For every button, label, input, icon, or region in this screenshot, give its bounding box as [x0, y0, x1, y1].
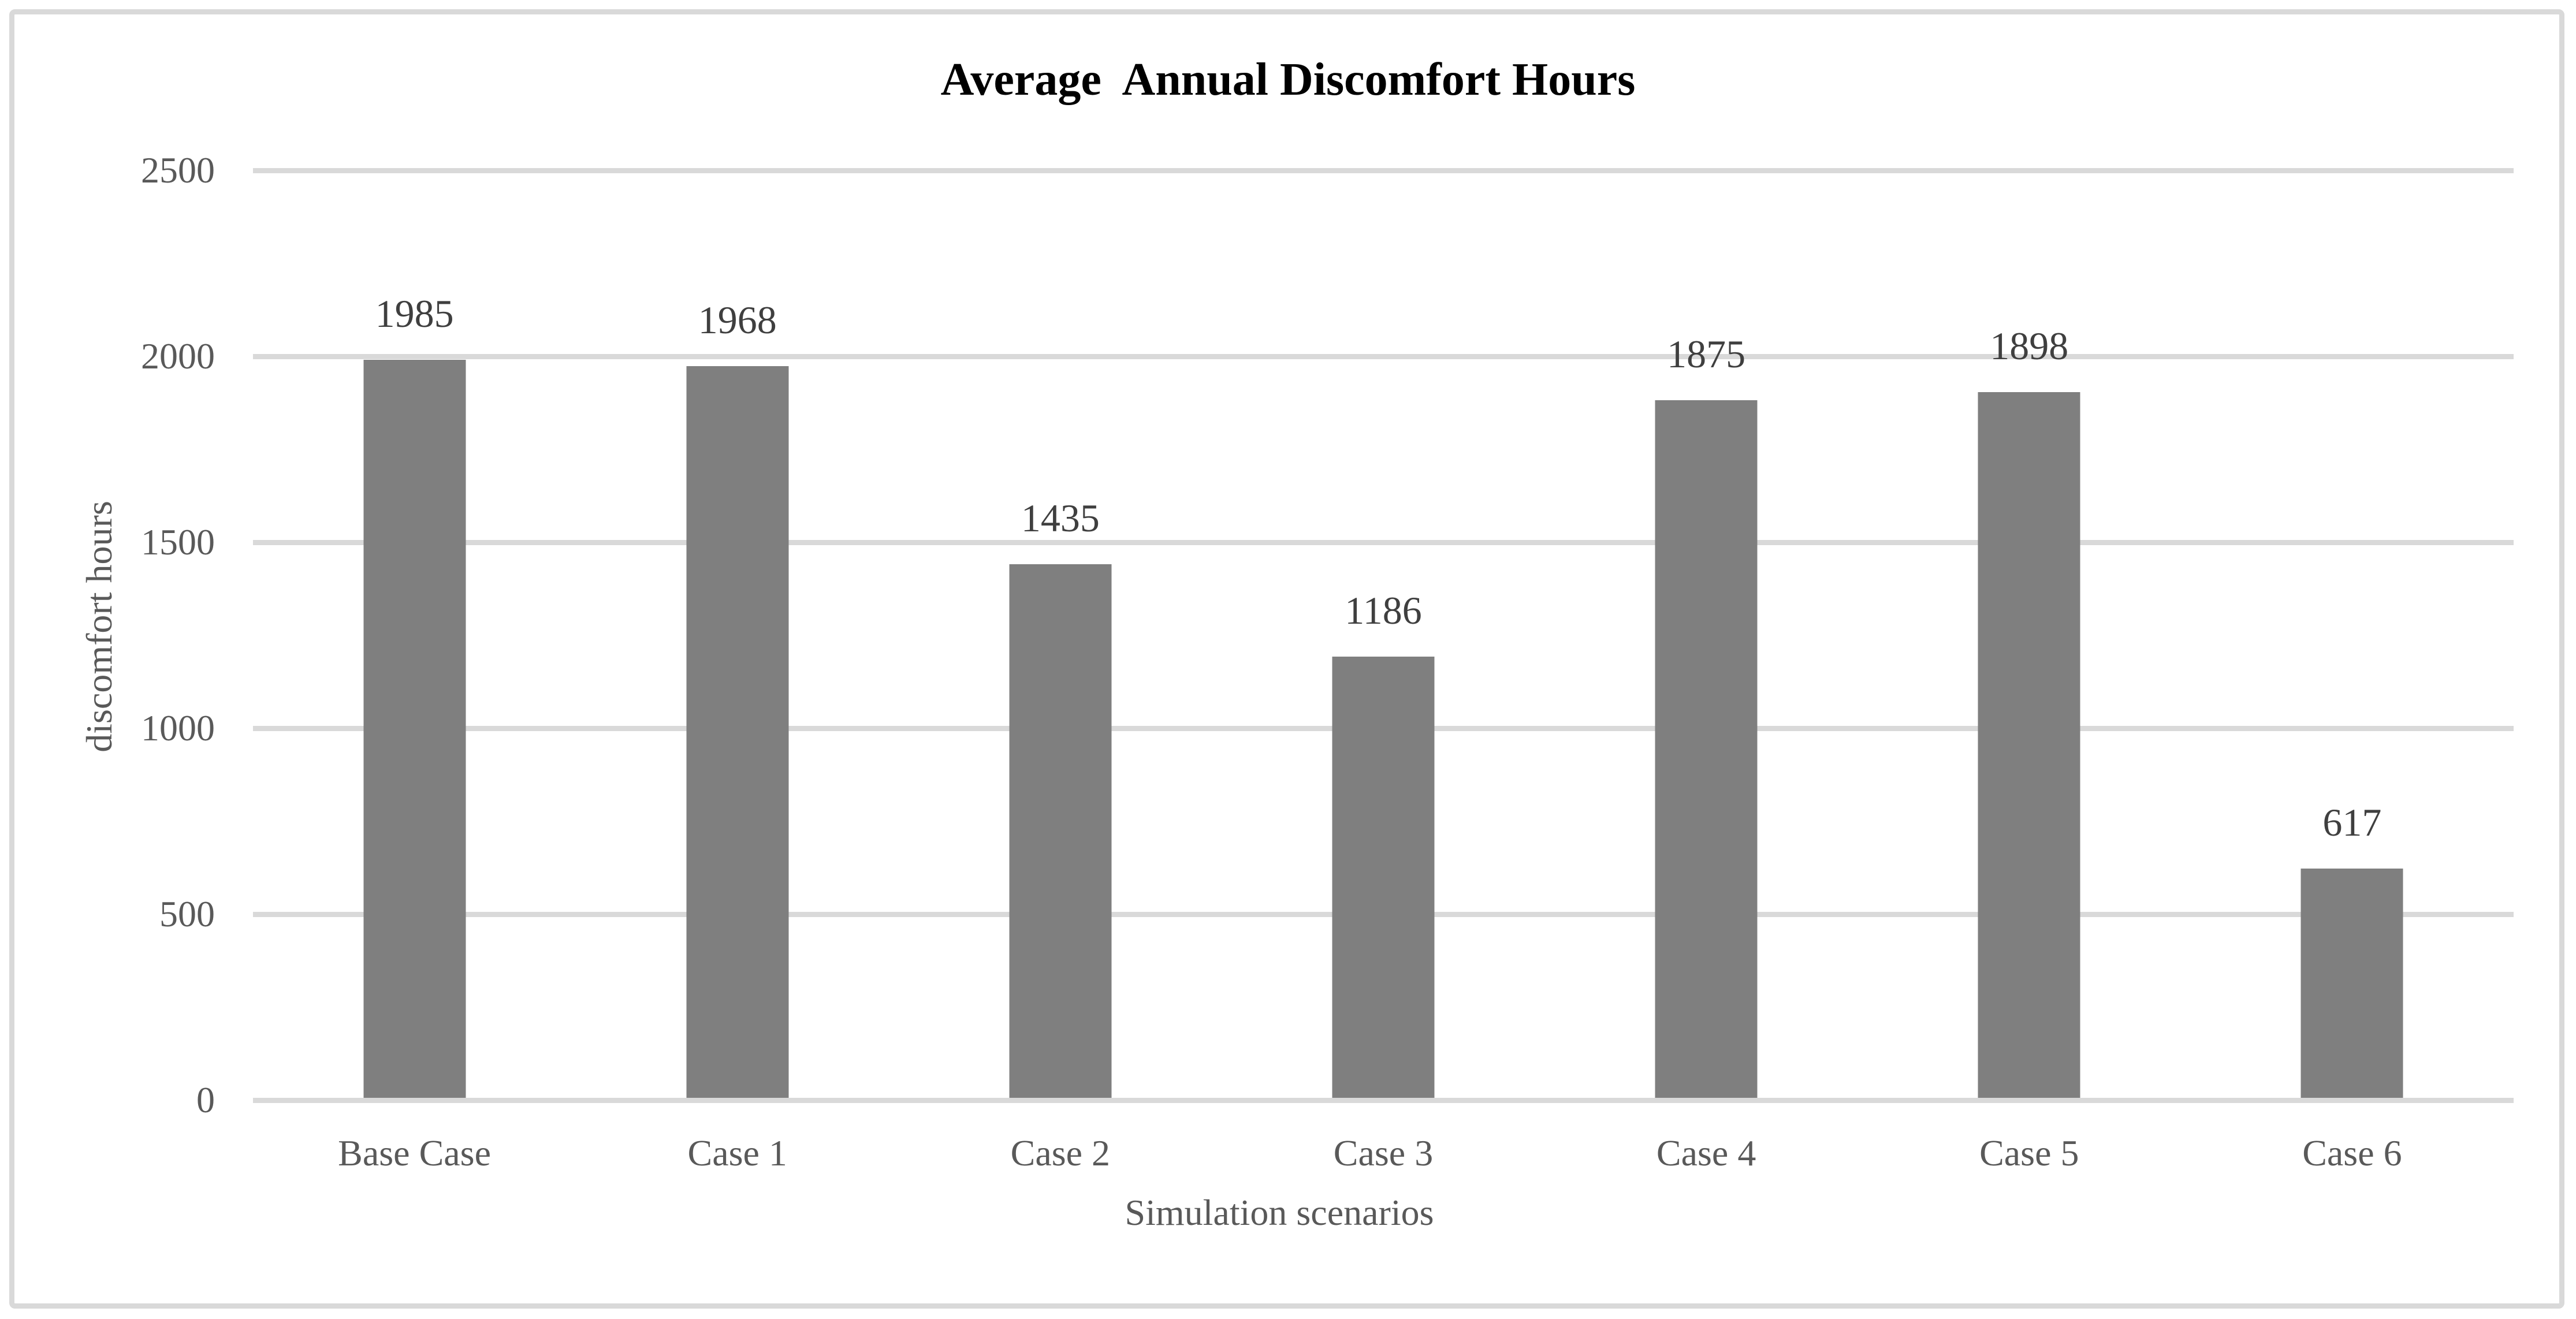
- gridline-2500: [253, 168, 2514, 173]
- x-category-label-case-4: Case 4: [1656, 1132, 1756, 1173]
- x-category-label-base-case: Base Case: [338, 1132, 491, 1173]
- bar-slot-case-1: 1968: [576, 170, 899, 1100]
- bar-case-4: [1655, 400, 1758, 1098]
- x-category-label-case-3: Case 3: [1333, 1132, 1434, 1173]
- bar-case-1: [686, 366, 789, 1098]
- y-tick-label-2500: 2500: [141, 150, 215, 191]
- bar-value-label-case-4: 1875: [1667, 332, 1746, 376]
- bar-slot-base-case: 1985: [253, 170, 576, 1100]
- bar-value-label-case-2: 1435: [1021, 496, 1100, 540]
- x-category-label-case-5: Case 5: [1979, 1132, 2079, 1173]
- bar-slot-case-5: 1898: [1868, 170, 2191, 1100]
- y-tick-label-500: 500: [159, 893, 215, 934]
- y-axis-title: discomfort hours: [79, 501, 120, 752]
- bar-case-5: [1978, 392, 2080, 1098]
- bar-slot-case-6: 617: [2191, 170, 2514, 1100]
- gridline-1500: [253, 540, 2514, 545]
- x-category-label-case-6: Case 6: [2302, 1132, 2402, 1173]
- bar-slot-case-2: 1435: [899, 170, 1222, 1100]
- bar-value-label-case-6: 617: [2322, 800, 2382, 844]
- plot-area: 1985 1968 1435 1186 1875 1898 617: [253, 168, 2514, 1103]
- bar-case-2: [1009, 564, 1112, 1098]
- bar-value-label-base-case: 1985: [375, 292, 454, 336]
- bar-case-6: [2300, 869, 2403, 1098]
- y-tick-label-0: 0: [196, 1079, 215, 1120]
- bar-base-case: [363, 360, 466, 1098]
- bar-value-label-case-1: 1968: [698, 298, 777, 342]
- gridline-2000: [253, 354, 2514, 359]
- bar-slot-case-4: 1875: [1545, 170, 1868, 1100]
- gridline-0: [253, 1098, 2514, 1103]
- bar-case-3: [1332, 657, 1435, 1098]
- bar-slot-case-3: 1186: [1222, 170, 1544, 1100]
- y-tick-label-1500: 1500: [141, 521, 215, 562]
- x-axis-title: Simulation scenarios: [1125, 1192, 1434, 1233]
- chart-title: Average Annual Discomfort Hours: [940, 54, 1636, 105]
- bar-value-label-case-3: 1186: [1345, 588, 1422, 632]
- x-category-label-case-2: Case 2: [1010, 1132, 1111, 1173]
- y-tick-label-2000: 2000: [141, 336, 215, 377]
- x-category-label-case-1: Case 1: [687, 1132, 787, 1173]
- y-tick-label-1000: 1000: [141, 707, 215, 748]
- bar-value-label-case-5: 1898: [1990, 324, 2069, 368]
